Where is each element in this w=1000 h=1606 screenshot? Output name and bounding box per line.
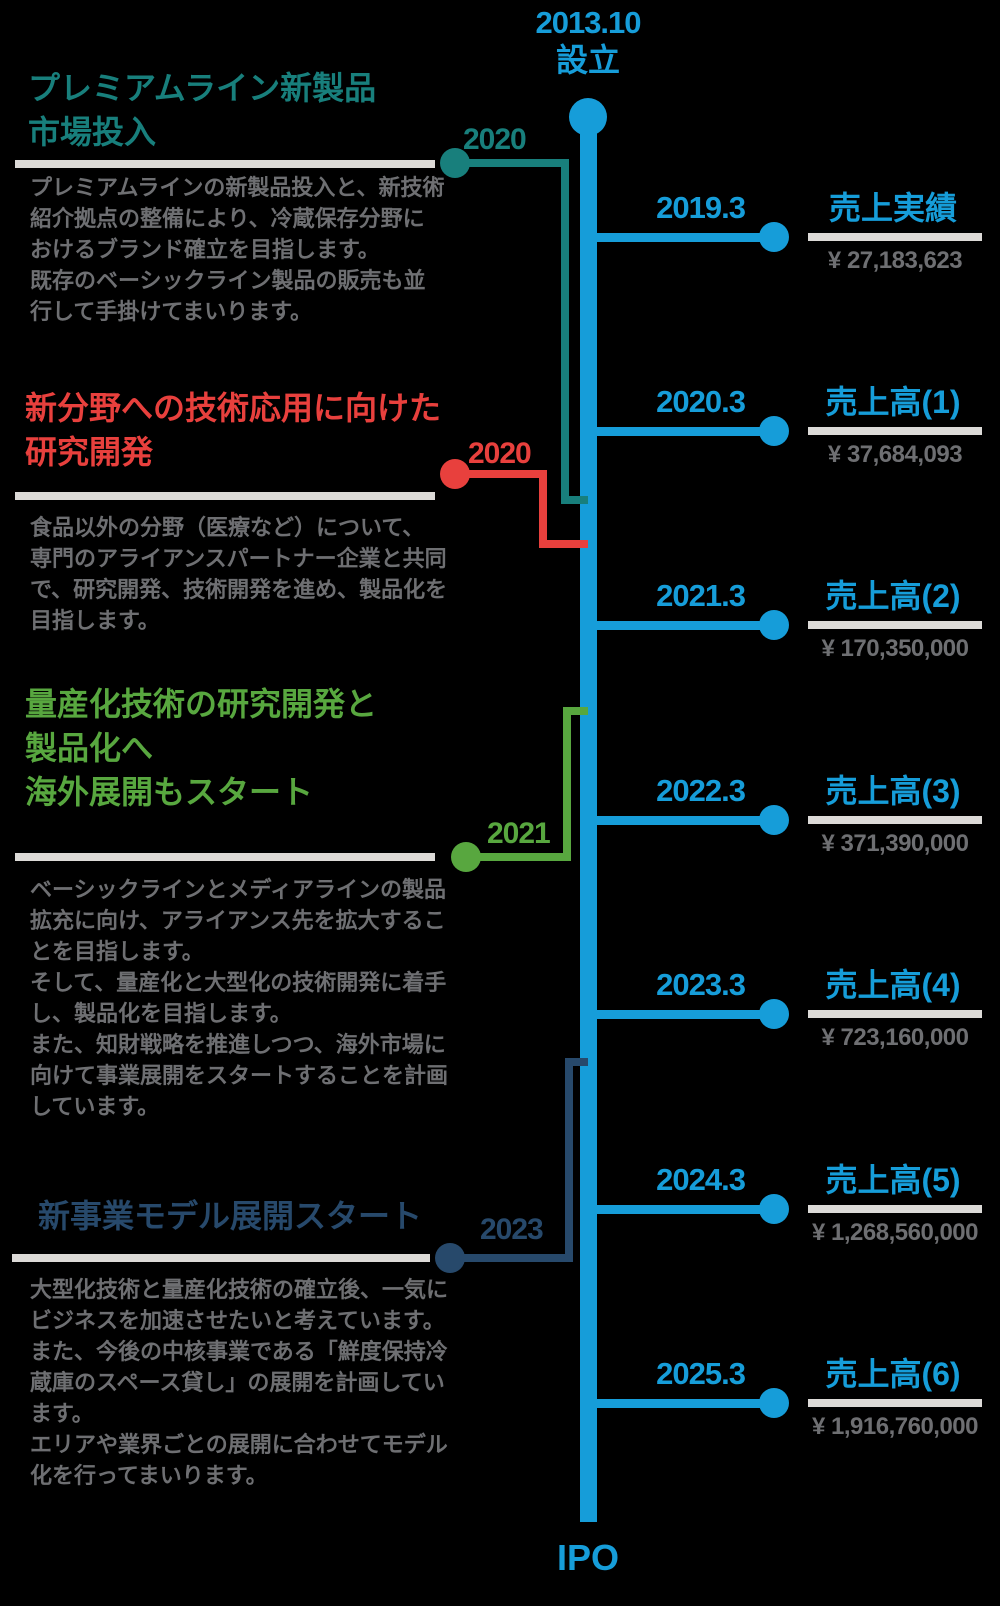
milestone-underline <box>808 233 982 241</box>
milestone-label: 売上高(3) <box>825 773 961 809</box>
milestone-node <box>759 999 789 1029</box>
phase-connector-segment <box>455 159 569 167</box>
phase-underline <box>15 160 435 168</box>
milestone-date: 2022.3 <box>656 773 746 808</box>
milestone-label: 売上高(2) <box>825 578 961 614</box>
phase-year-label: 2020 <box>468 437 532 470</box>
phase-connector-segment <box>561 159 569 504</box>
ipo-label: IPO <box>556 1537 619 1578</box>
milestone-node <box>759 805 789 835</box>
milestone-label: 売上高(4) <box>825 967 961 1003</box>
milestone-branch-line <box>588 1205 773 1214</box>
milestone-underline <box>808 1205 982 1213</box>
phase-underline <box>15 492 435 500</box>
milestone-underline <box>808 427 982 435</box>
milestone-date: 2024.3 <box>656 1162 746 1197</box>
milestone-date: 2019.3 <box>656 190 746 225</box>
milestone-branch-line <box>588 816 773 825</box>
phase-connector-segment <box>563 707 588 715</box>
milestone-date: 2025.3 <box>656 1356 746 1391</box>
phase-connector-segment <box>565 1058 573 1262</box>
milestone-underline <box>808 1399 982 1407</box>
milestone-node <box>759 610 789 640</box>
phase-connector-segment <box>563 707 571 861</box>
phase-title: 量産化技術の研究開発と 製品化へ 海外展開もスタート <box>25 686 378 810</box>
phase-connector-segment <box>466 853 571 861</box>
milestone-node <box>759 1194 789 1224</box>
phase-year-label: 2020 <box>463 123 527 156</box>
milestone-label: 売上実績 <box>828 190 957 226</box>
phase-connector-segment <box>539 470 547 548</box>
phase-connector-segment <box>455 470 547 478</box>
phase-connector-segment <box>565 1058 588 1066</box>
phase-title: 新事業モデル展開スタート <box>38 1198 423 1234</box>
milestone-amount: ¥ 1,916,760,000 <box>812 1413 979 1440</box>
phase-underline <box>15 853 435 861</box>
founding-node <box>569 98 607 136</box>
milestone-label: 売上高(6) <box>825 1356 961 1392</box>
milestone-node <box>759 222 789 252</box>
phase-connector-segment <box>539 540 588 548</box>
milestone-label: 売上高(1) <box>825 384 961 420</box>
milestone-branch-line <box>588 621 773 630</box>
founding-label: 2013.10 設立 <box>488 4 688 78</box>
milestone-node <box>759 1388 789 1418</box>
phase-underline <box>12 1254 430 1262</box>
milestone-branch-line <box>588 427 773 436</box>
phase-year-label: 2021 <box>487 817 551 850</box>
phase-title: 新分野への技術応用に向けた 研究開発 <box>25 390 442 470</box>
phase-year-label: 2023 <box>480 1213 544 1246</box>
milestone-underline <box>808 621 982 629</box>
phase-title: プレミアムライン新製品 市場投入 <box>28 70 377 150</box>
milestone-amount: ¥ 1,268,560,000 <box>812 1219 979 1246</box>
milestone-label: 売上高(5) <box>825 1162 961 1198</box>
phase-body: プレミアムラインの新製品投入と、新技術 紹介拠点の整備により、冷蔵保存分野に お… <box>30 175 445 324</box>
phase-body: 食品以外の分野（医療など）について、 専門のアライアンスパートナー企業と共同 で… <box>30 515 448 633</box>
milestone-underline <box>808 1010 982 1018</box>
milestone-branch-line <box>588 1399 773 1408</box>
phase-connector-segment <box>450 1254 573 1262</box>
milestone-underline <box>808 816 982 824</box>
milestone-date: 2021.3 <box>656 578 746 613</box>
milestone-amount: ¥ 170,350,000 <box>821 635 969 662</box>
milestone-amount: ¥ 27,183,623 <box>827 247 963 274</box>
milestone-amount: ¥ 723,160,000 <box>821 1024 969 1051</box>
milestone-date: 2020.3 <box>656 384 746 419</box>
milestone-node <box>759 416 789 446</box>
milestone-amount: ¥ 371,390,000 <box>821 830 969 857</box>
milestone-date: 2023.3 <box>656 967 746 1002</box>
phase-body: 大型化技術と量産化技術の確立後、一気に ビジネスを加速させたいと考えています。 … <box>30 1277 449 1488</box>
milestone-amount: ¥ 37,684,093 <box>827 441 963 468</box>
phase-connector-segment <box>561 496 588 504</box>
milestone-branch-line <box>588 233 773 242</box>
milestone-branch-line <box>588 1010 773 1019</box>
phase-body: ベーシックラインとメディアラインの製品 拡充に向け、アライアンス先を拡大するこ … <box>30 877 449 1119</box>
founding-sub-label: 設立 <box>555 42 620 78</box>
founding-date: 2013.10 <box>535 5 641 40</box>
